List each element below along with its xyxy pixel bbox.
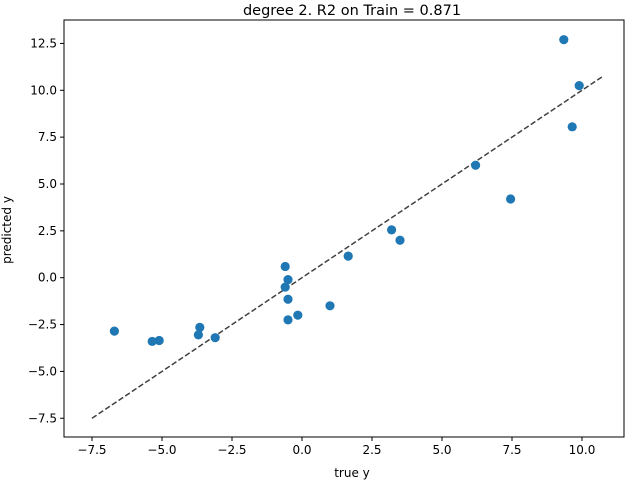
y-tick-label: 7.5: [38, 130, 57, 144]
y-tick-label: 10.0: [30, 83, 57, 97]
data-point: [471, 160, 481, 170]
y-tick-label: 12.5: [30, 36, 57, 50]
data-point: [293, 310, 303, 320]
data-point: [147, 336, 157, 347]
x-tick-label: 5.0: [432, 443, 451, 457]
x-tick-label: −2.5: [217, 443, 246, 457]
x-tick-label: −7.5: [77, 443, 106, 457]
plot-area-frame: [63, 19, 625, 438]
x-tick-label: 0.0: [292, 443, 311, 457]
x-axis-ticks: −7.5 −5.0 −2.5 0.0 2.5 5.0 7.5 10.0: [77, 437, 595, 457]
data-point: [283, 274, 293, 285]
y-tick-label: −2.5: [28, 318, 57, 332]
x-tick-label: 2.5: [362, 443, 381, 457]
data-point: [567, 122, 577, 132]
y-tick-label: 2.5: [38, 224, 57, 238]
identity-reference-line: [91, 75, 604, 419]
data-point: [387, 225, 397, 235]
data-point: [559, 35, 569, 45]
data-point: [280, 282, 290, 292]
x-axis-label: true y: [334, 466, 370, 480]
data-point: [395, 235, 405, 245]
y-tick-label: 0.0: [38, 271, 57, 285]
y-axis-label: predicted y: [0, 196, 14, 264]
x-tick-label: −5.0: [147, 443, 176, 457]
data-points: [109, 35, 584, 347]
y-tick-label: −7.5: [28, 411, 57, 425]
data-point: [506, 194, 516, 204]
x-tick-label: 10.0: [569, 443, 596, 457]
data-point: [195, 322, 205, 332]
data-point: [109, 326, 119, 336]
data-point: [325, 301, 335, 311]
data-point: [154, 335, 164, 346]
reference-line-layer: [91, 75, 604, 419]
chart-title: degree 2. R2 on Train = 0.871: [243, 3, 461, 19]
x-tick-label: 7.5: [502, 443, 521, 457]
data-point: [283, 294, 293, 304]
data-point: [280, 261, 290, 272]
y-axis-ticks: −7.5 −5.0 −2.5 0.0 2.5 5.0 7.5 10.0 12.5: [28, 36, 64, 425]
data-point: [210, 333, 220, 343]
data-point: [574, 80, 584, 91]
data-point: [343, 251, 353, 261]
y-tick-label: 5.0: [38, 177, 57, 191]
y-tick-label: −5.0: [28, 364, 57, 378]
data-point: [193, 330, 203, 340]
data-point: [283, 315, 293, 325]
